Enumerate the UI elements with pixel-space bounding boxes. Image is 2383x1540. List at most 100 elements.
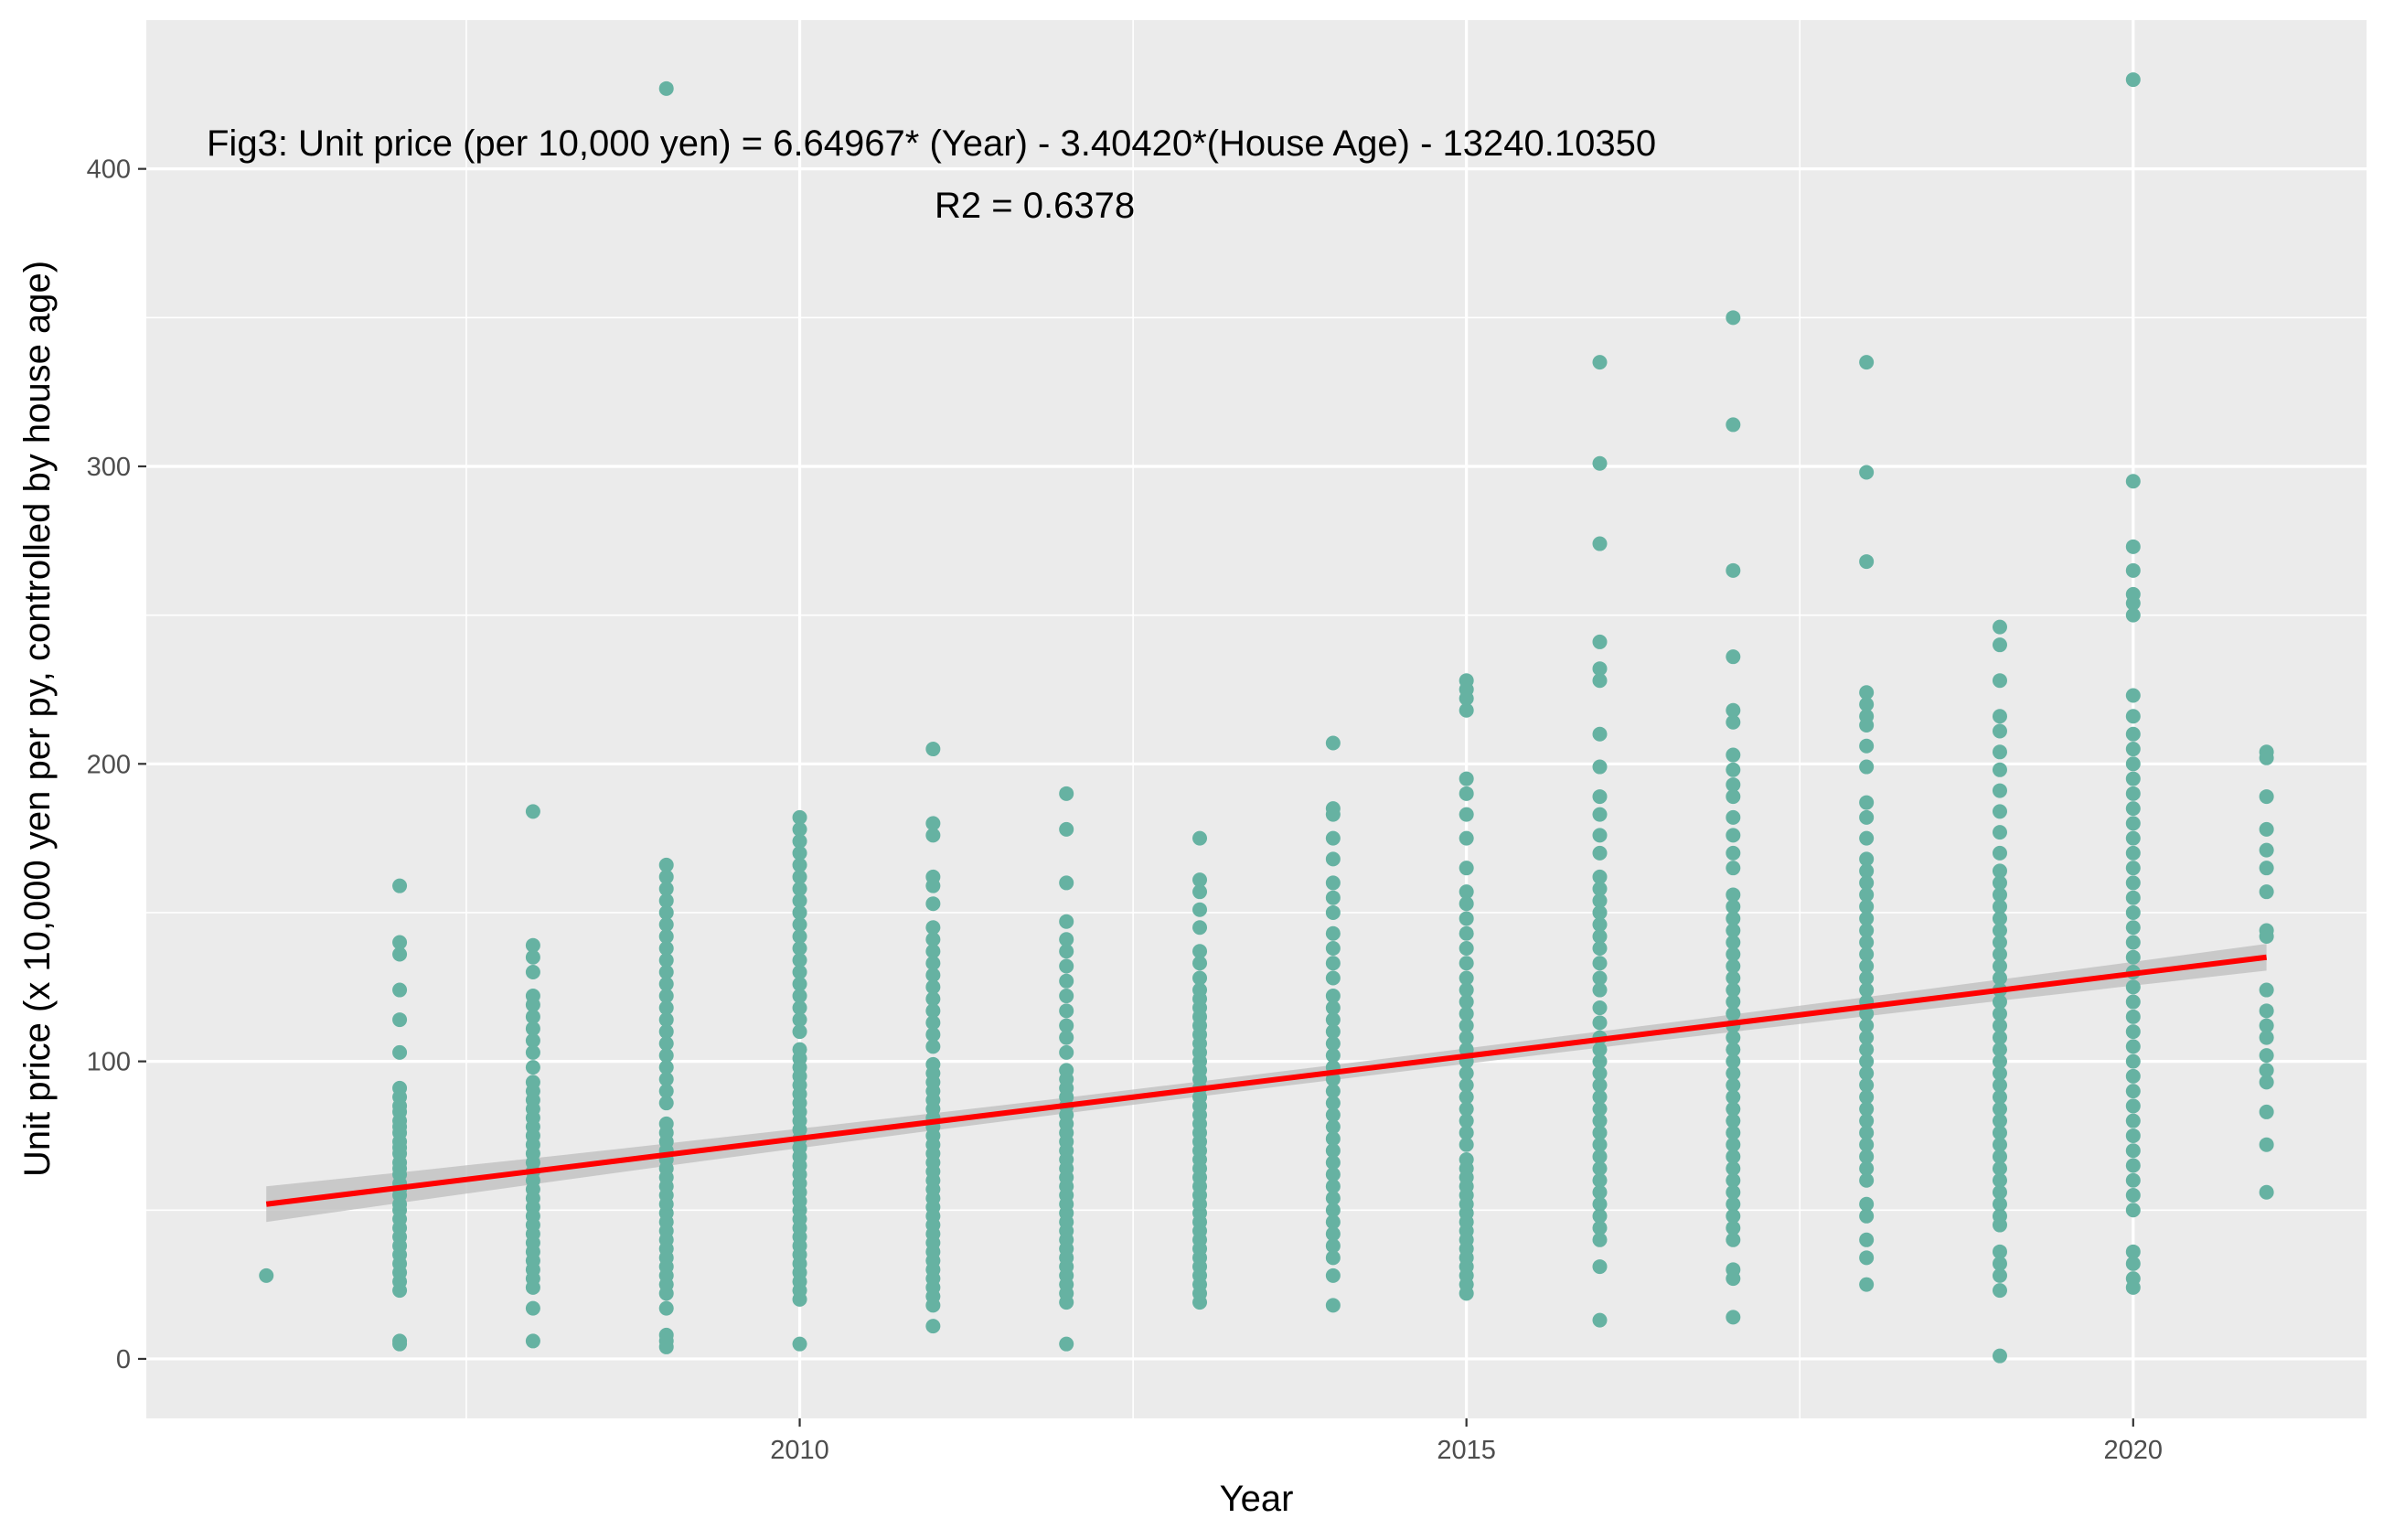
data-point — [1859, 982, 1875, 998]
data-point — [1059, 973, 1074, 989]
data-point — [1325, 1036, 1341, 1052]
data-point — [1859, 1250, 1875, 1266]
data-point — [1459, 911, 1474, 926]
data-point — [658, 1060, 674, 1075]
data-point — [1592, 845, 1608, 861]
data-point — [1992, 1348, 2007, 1364]
data-point — [658, 940, 674, 956]
data-point — [1592, 982, 1608, 998]
data-point — [1325, 875, 1341, 891]
data-point — [1325, 1000, 1341, 1016]
data-point — [1992, 946, 2007, 962]
data-point — [2125, 1143, 2141, 1159]
data-point — [1459, 807, 1474, 822]
data-point — [2125, 688, 2141, 703]
data-point — [1726, 417, 1741, 433]
data-point — [2125, 1203, 2141, 1218]
data-point — [1992, 1267, 2007, 1283]
data-point — [925, 968, 941, 983]
data-point — [792, 965, 807, 980]
data-point — [2259, 1063, 2274, 1078]
data-point — [925, 1056, 941, 1072]
data-point — [2259, 1018, 2274, 1033]
data-point — [792, 1000, 807, 1016]
y-tick-label: 200 — [87, 750, 131, 779]
data-point — [1992, 1137, 2007, 1152]
data-point — [1192, 970, 1208, 986]
data-point — [1592, 869, 1608, 884]
minor-gridlines — [146, 20, 2367, 1418]
data-point — [1992, 1077, 2007, 1093]
data-point — [1192, 956, 1208, 971]
data-point — [1992, 863, 2007, 879]
data-point — [1592, 904, 1608, 920]
data-point — [1726, 702, 1741, 718]
data-points — [259, 72, 2274, 1364]
data-point — [1726, 970, 1741, 986]
data-point — [1592, 1101, 1608, 1117]
data-point — [1192, 920, 1208, 936]
data-point — [1459, 830, 1474, 846]
data-point — [1325, 735, 1341, 751]
data-point — [1992, 1184, 2007, 1200]
data-point — [1459, 786, 1474, 801]
data-point — [1992, 845, 2007, 861]
data-point — [2125, 1053, 2141, 1069]
data-point — [2259, 1003, 2274, 1019]
annotation-equation: Fig3: Unit price (per 10,000 yen) = 6.64… — [207, 123, 1656, 164]
data-point — [658, 869, 674, 884]
data-point — [792, 809, 807, 825]
data-point — [2125, 756, 2141, 772]
data-point — [1592, 940, 1608, 956]
data-point — [1859, 709, 1875, 724]
data-point — [2259, 1137, 2274, 1152]
data-point — [1726, 958, 1741, 974]
data-point — [1726, 777, 1741, 793]
y-tick-label: 400 — [87, 155, 131, 185]
data-point — [1992, 1149, 2007, 1164]
data-point — [1459, 1101, 1474, 1117]
data-point — [1592, 1089, 1608, 1105]
data-point — [1059, 989, 1074, 1004]
data-point — [1859, 1196, 1875, 1212]
data-point — [1325, 1298, 1341, 1313]
data-point — [1992, 1196, 2007, 1212]
data-point — [1726, 1077, 1741, 1093]
data-point — [1459, 1030, 1474, 1045]
data-point — [1459, 1113, 1474, 1128]
data-point — [1325, 1084, 1341, 1099]
data-point — [658, 1096, 674, 1111]
data-point — [1325, 1107, 1341, 1123]
data-point — [658, 893, 674, 908]
data-point — [525, 989, 540, 1004]
data-point — [1992, 923, 2007, 938]
data-point — [1992, 1042, 2007, 1057]
data-point — [792, 904, 807, 920]
data-point — [1592, 807, 1608, 822]
data-point — [1859, 1232, 1875, 1247]
data-point — [1592, 1137, 1608, 1152]
data-point — [1992, 875, 2007, 891]
data-point — [1592, 1113, 1608, 1128]
data-point — [1726, 562, 1741, 578]
data-point — [1592, 1125, 1608, 1140]
data-point — [1059, 1030, 1074, 1045]
data-point — [1992, 637, 2007, 653]
data-point — [792, 881, 807, 896]
data-point — [1992, 887, 2007, 903]
data-point — [925, 896, 941, 912]
data-point — [1459, 940, 1474, 956]
data-point — [1592, 1000, 1608, 1016]
data-point — [1592, 1208, 1608, 1224]
data-point — [1059, 1336, 1074, 1352]
data-point — [792, 893, 807, 908]
data-point — [1726, 714, 1741, 730]
data-point — [1859, 970, 1875, 986]
data-point — [2125, 935, 2141, 950]
data-point — [2125, 771, 2141, 786]
data-point — [1859, 1208, 1875, 1224]
data-point — [1592, 1184, 1608, 1200]
data-point — [1992, 1256, 2007, 1271]
data-point — [1859, 465, 1875, 480]
data-point — [2125, 845, 2141, 861]
